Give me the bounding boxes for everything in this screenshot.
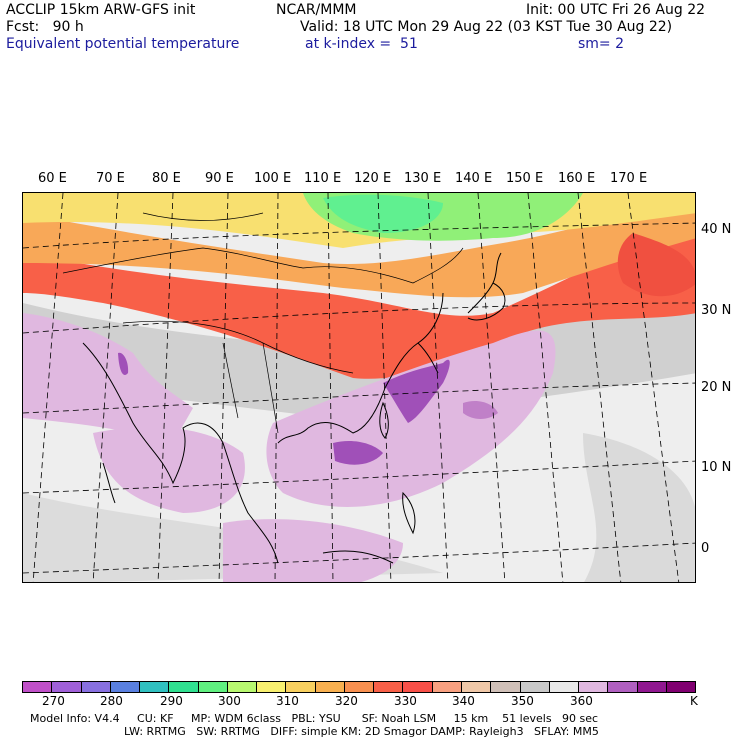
- lat-label: 40 N: [701, 222, 732, 237]
- colorbar-label: 300: [218, 694, 241, 708]
- colorbar-label: 330: [394, 694, 417, 708]
- lon-label: 60 E: [38, 171, 67, 186]
- colorbar-label: 310: [276, 694, 299, 708]
- colorbar-swatch: [198, 682, 228, 692]
- lilac-region-south: [223, 519, 403, 582]
- lon-label: 80 E: [152, 171, 181, 186]
- colorbar-unit: K: [690, 694, 698, 708]
- lon-label: 150 E: [506, 171, 544, 186]
- colorbar-label: 340: [452, 694, 475, 708]
- colorbar-swatch: [169, 682, 199, 692]
- lat-label: 0: [701, 541, 710, 556]
- lilac-region-bay: [93, 427, 245, 513]
- lon-label: 140 E: [455, 171, 493, 186]
- lon-label: 170 E: [610, 171, 648, 186]
- theta-e-map: [22, 192, 696, 583]
- colorbar-label: 270: [42, 694, 65, 708]
- field-name: Equivalent potential temperature: [6, 36, 240, 52]
- model-info-line1: Model Info: V4.4 CU: KF MP: WDM 6class P…: [30, 712, 599, 725]
- red-blob-east: [617, 233, 695, 297]
- colorbar-swatch: [52, 682, 82, 692]
- colorbar-label: 290: [160, 694, 183, 708]
- green-core: [323, 194, 443, 233]
- lat-label: 30 N: [701, 303, 732, 318]
- colorbar-swatch: [461, 682, 492, 692]
- lon-label: 100 E: [254, 171, 292, 186]
- colorbar-swatch: [549, 682, 580, 692]
- colorbar-swatch: [23, 682, 53, 692]
- lat-label: 10 N: [701, 460, 732, 475]
- purple-core-philippine-sea: [383, 359, 450, 423]
- colorbar-swatch: [81, 682, 111, 692]
- model-info-line2: LW: RRTMG SW: RRTMG DIFF: simple KM: 2D …: [124, 725, 599, 738]
- colorbar-label: 350: [511, 694, 534, 708]
- colorbar-swatch: [637, 682, 667, 692]
- colorbar-label: 280: [100, 694, 123, 708]
- lon-label: 90 E: [205, 171, 234, 186]
- forecast-hour: Fcst: 90 h: [6, 19, 84, 35]
- colorbar: [22, 681, 696, 693]
- colorbar-swatch: [257, 682, 287, 692]
- model-title: ACCLIP 15km ARW-GFS init: [6, 2, 196, 18]
- lon-label: 110 E: [304, 171, 342, 186]
- level-index: at k-index = 51: [305, 36, 418, 52]
- colorbar-swatch: [110, 682, 141, 692]
- lat-label: 20 N: [701, 380, 732, 395]
- colorbar-swatch: [579, 682, 609, 692]
- coastlines: [82, 252, 506, 564]
- colorbar-swatch: [432, 682, 462, 692]
- lon-label: 120 E: [354, 171, 392, 186]
- orange-zone: [23, 203, 695, 298]
- smoothing: sm= 2: [578, 36, 625, 52]
- purple-core-east: [463, 401, 498, 419]
- colorbar-swatch: [520, 682, 550, 692]
- colorbar-swatch: [227, 682, 258, 692]
- colorbar-swatch: [491, 682, 521, 692]
- colorbar-swatch: [403, 682, 433, 692]
- purple-core-india: [118, 352, 129, 375]
- colorbar-swatch: [344, 682, 375, 692]
- colorbar-label: 360: [570, 694, 593, 708]
- init-time: Init: 00 UTC Fri 26 Aug 22: [526, 2, 706, 18]
- colorbar-swatch: [315, 682, 345, 692]
- lon-label: 160 E: [558, 171, 596, 186]
- map-canvas: [23, 193, 695, 582]
- purple-core-scs: [333, 441, 383, 465]
- valid-time: Valid: 18 UTC Mon 29 Aug 22 (03 KST Tue …: [300, 19, 673, 35]
- colorbar-swatch: [374, 682, 404, 692]
- organization: NCAR/MMM: [276, 2, 357, 18]
- lon-label: 70 E: [96, 171, 125, 186]
- colorbar-label: 320: [335, 694, 358, 708]
- colorbar-swatch: [666, 682, 696, 692]
- red-zone: [23, 223, 695, 379]
- lon-label: 130 E: [404, 171, 442, 186]
- graticule: [23, 193, 695, 582]
- colorbar-swatch: [608, 682, 638, 692]
- colorbar-swatch: [140, 682, 170, 692]
- colorbar-swatch: [286, 682, 316, 692]
